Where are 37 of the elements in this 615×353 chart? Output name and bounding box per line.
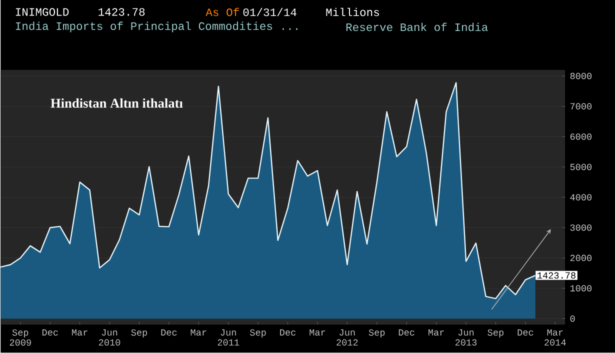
x-tick-label: Sep xyxy=(131,330,147,338)
y-tick-label: 2000 xyxy=(570,254,592,262)
x-tick-label: Dec xyxy=(398,330,414,336)
text: As Of xyxy=(206,8,239,16)
text: Reserve Bank of India xyxy=(346,22,488,32)
x-tick-label: Dec xyxy=(280,330,296,336)
x-tick-label: Jun 2011 xyxy=(218,330,240,346)
x-tick-label: Jun 2013 xyxy=(455,330,477,346)
y-tick-label: 8000 xyxy=(570,73,592,80)
x-tick-label: Sep xyxy=(368,330,385,338)
data-label: 1423.78 xyxy=(538,272,576,279)
x-tick-label: Jun 2010 xyxy=(98,330,120,346)
text: Millions xyxy=(326,8,379,16)
y-tick-label: 5000 xyxy=(570,164,592,170)
x-tick-label: Mar xyxy=(310,330,326,336)
x-tick-label: Mar 2014 xyxy=(544,330,566,346)
text: Hindistan Altın ithalatı xyxy=(50,98,183,108)
y-tick-label: 1000 xyxy=(570,285,592,292)
y-tick-label: 6000 xyxy=(570,134,592,140)
x-tick-label: Jun 2012 xyxy=(336,330,358,346)
x-tick-label: Sep 2009 xyxy=(10,330,31,346)
text: India Imports of Principal Commodities ... xyxy=(16,22,298,32)
x-tick-label: Mar xyxy=(428,330,444,336)
y-tick-label: 3000 xyxy=(570,224,592,231)
y-tick-label: 0 xyxy=(570,316,575,322)
x-tick-label: Dec xyxy=(518,330,534,336)
text: INIMGOLD xyxy=(16,8,69,16)
y-tick-label: 4000 xyxy=(570,194,592,201)
text: 1423.78 xyxy=(98,8,145,16)
x-tick-label: Sep xyxy=(250,330,266,338)
x-tick-label: Mar xyxy=(190,330,206,336)
x-tick-label: Dec xyxy=(161,330,177,336)
text: 01/31/14 xyxy=(243,8,296,16)
x-tick-label: Mar xyxy=(72,330,88,336)
y-tick-label: 7000 xyxy=(570,103,592,110)
x-tick-label: Sep xyxy=(488,330,504,338)
x-tick-label: Dec xyxy=(42,330,58,336)
